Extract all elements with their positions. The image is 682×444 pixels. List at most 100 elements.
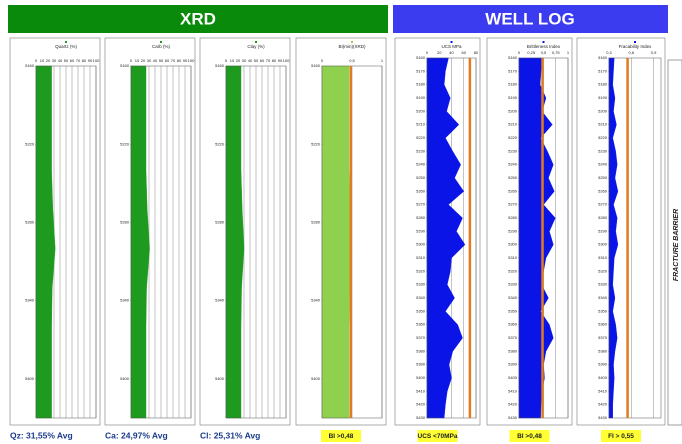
x-tick-label: 0 [35,58,38,63]
y-tick-label: 5190 [598,95,608,100]
y-tick-label: 5280 [25,220,35,225]
panel-title: BI(min)(XRD) [339,44,366,49]
x-tick-label: 20 [46,58,51,63]
annotation: BI >0,48 [329,433,354,440]
panel-title: Carb (%) [152,44,171,49]
x-tick-label: 20 [236,58,241,63]
x-tick-label: 80 [272,58,277,63]
x-tick-label: 0,5 [541,50,547,55]
y-tick-label: 5270 [598,202,608,207]
x-tick-label: 40 [58,58,63,63]
x-tick-label: 40 [248,58,253,63]
y-tick-label: 5360 [508,322,518,327]
y-tick-label: 5340 [311,298,321,303]
y-tick-label: 5160 [25,63,35,68]
y-tick-label: 5420 [598,402,608,407]
y-tick-label: 5250 [416,175,426,180]
y-tick-label: 5320 [416,268,426,273]
annotation: BI >0,48 [517,433,542,440]
x-tick-label: 1 [567,50,570,55]
y-tick-label: 5410 [508,388,518,393]
panel-frame [104,37,196,426]
x-tick-label: 40 [153,58,158,63]
legend-swatch [160,41,162,43]
x-tick-label: 100 [188,58,195,63]
x-tick-label: 100 [93,58,100,63]
x-tick-label: 50 [254,58,259,63]
panel-title: Clay (%) [247,44,265,49]
y-tick-label: 5300 [416,242,426,247]
x-tick-label: 70 [171,58,176,63]
legend-swatch [255,41,257,43]
y-tick-label: 5370 [416,335,426,340]
x-tick-label: 10 [135,58,140,63]
y-tick-label: 5350 [416,308,426,313]
y-tick-label: 5220 [25,141,35,146]
panel-title: Brittleness Index [527,44,561,49]
y-tick-label: 5400 [25,376,35,381]
panel-frame [9,37,101,426]
y-tick-label: 5220 [416,135,426,140]
y-tick-label: 5350 [508,308,518,313]
x-tick-label: 90 [88,58,93,63]
x-tick-label: 20 [437,50,442,55]
y-tick-label: 5350 [598,308,608,313]
x-tick-label: 50 [159,58,164,63]
annotation-box [601,430,641,442]
y-tick-label: 5280 [598,215,608,220]
plot-frame [35,65,97,419]
y-tick-label: 5400 [311,376,321,381]
y-tick-label: 5170 [416,68,426,73]
y-tick-label: 5200 [416,108,426,113]
y-tick-label: 5230 [598,148,608,153]
y-tick-label: 5220 [598,135,608,140]
y-tick-label: 5410 [598,388,608,393]
y-tick-label: 5240 [416,162,426,167]
y-tick-label: 5180 [508,82,518,87]
y-tick-label: 5250 [508,175,518,180]
x-tick-label: 100 [283,58,290,63]
area [608,57,619,419]
y-tick-label: 5160 [215,63,225,68]
y-tick-label: 5260 [508,188,518,193]
y-tick-label: 5220 [215,141,225,146]
x-tick-label: 90 [183,58,188,63]
y-tick-label: 5400 [215,376,225,381]
x-tick-label: 0,9 [651,50,657,55]
y-tick-label: 5160 [508,55,518,60]
y-tick-label: 5390 [508,362,518,367]
x-tick-label: 0,5 [349,58,355,63]
y-tick-label: 5400 [120,376,130,381]
y-tick-label: 5290 [598,228,608,233]
legend-swatch [450,41,453,43]
y-tick-label: 5310 [598,255,608,260]
x-tick-label: 0 [225,58,228,63]
y-tick-label: 5390 [416,362,426,367]
y-tick-label: 5190 [508,95,518,100]
x-tick-label: 0 [518,50,521,55]
y-tick-label: 5210 [598,122,608,127]
y-tick-label: 5180 [598,82,608,87]
y-tick-label: 5310 [508,255,518,260]
y-tick-label: 5310 [416,255,426,260]
y-tick-label: 5220 [120,141,130,146]
y-tick-label: 5380 [598,348,608,353]
area [321,65,353,419]
legend-swatch [634,41,636,43]
x-tick-label: 0 [321,58,324,63]
side-box [667,59,682,426]
y-tick-label: 5400 [508,375,518,380]
plot-frame [130,65,192,419]
y-tick-label: 5360 [598,322,608,327]
annotation: FI > 0,55 [608,433,634,440]
y-tick-label: 5290 [416,228,426,233]
y-tick-label: 5170 [508,68,518,73]
y-tick-label: 5370 [598,335,608,340]
x-tick-label: 30 [147,58,152,63]
y-tick-label: 5370 [508,335,518,340]
y-tick-label: 5160 [120,63,130,68]
plot-frame [426,57,477,419]
x-tick-label: 60 [260,58,265,63]
xrd-header: XRD [180,9,216,28]
